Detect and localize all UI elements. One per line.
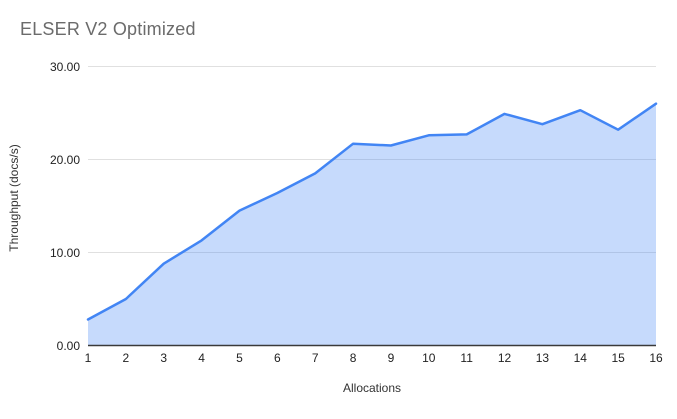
x-tick-label: 16 (649, 351, 663, 365)
series-area-fill (88, 103, 656, 346)
x-tick-label: 8 (349, 351, 357, 365)
y-tick-label: 0.00 (56, 338, 80, 353)
x-tick-label: 1 (84, 351, 92, 365)
x-tick-label: 11 (460, 351, 473, 365)
x-tick-label: 5 (236, 351, 243, 365)
x-tick-label: 2 (122, 351, 130, 365)
y-axis-title: Throughput (docs/s) (7, 144, 21, 252)
x-tick-label: 13 (535, 351, 550, 365)
x-tick-label: 4 (198, 351, 205, 365)
y-tick-label: 10.00 (49, 245, 80, 260)
x-tick-label: 9 (387, 351, 395, 365)
x-tick-label: 14 (573, 351, 587, 365)
chart-title: ELSER V2 Optimized (20, 19, 196, 39)
x-tick-label: 6 (273, 351, 281, 365)
y-tick-label: 30.00 (49, 59, 80, 74)
x-tick-label: 10 (422, 351, 436, 365)
x-tick-label: 12 (497, 351, 512, 365)
x-tick-label: 7 (311, 351, 319, 365)
series-line (86, 102, 658, 321)
y-tick-label: 20.00 (49, 152, 80, 167)
x-tick-label: 15 (611, 351, 625, 365)
x-tick-label: 3 (160, 351, 168, 365)
x-axis-title: Allocations (342, 381, 402, 395)
